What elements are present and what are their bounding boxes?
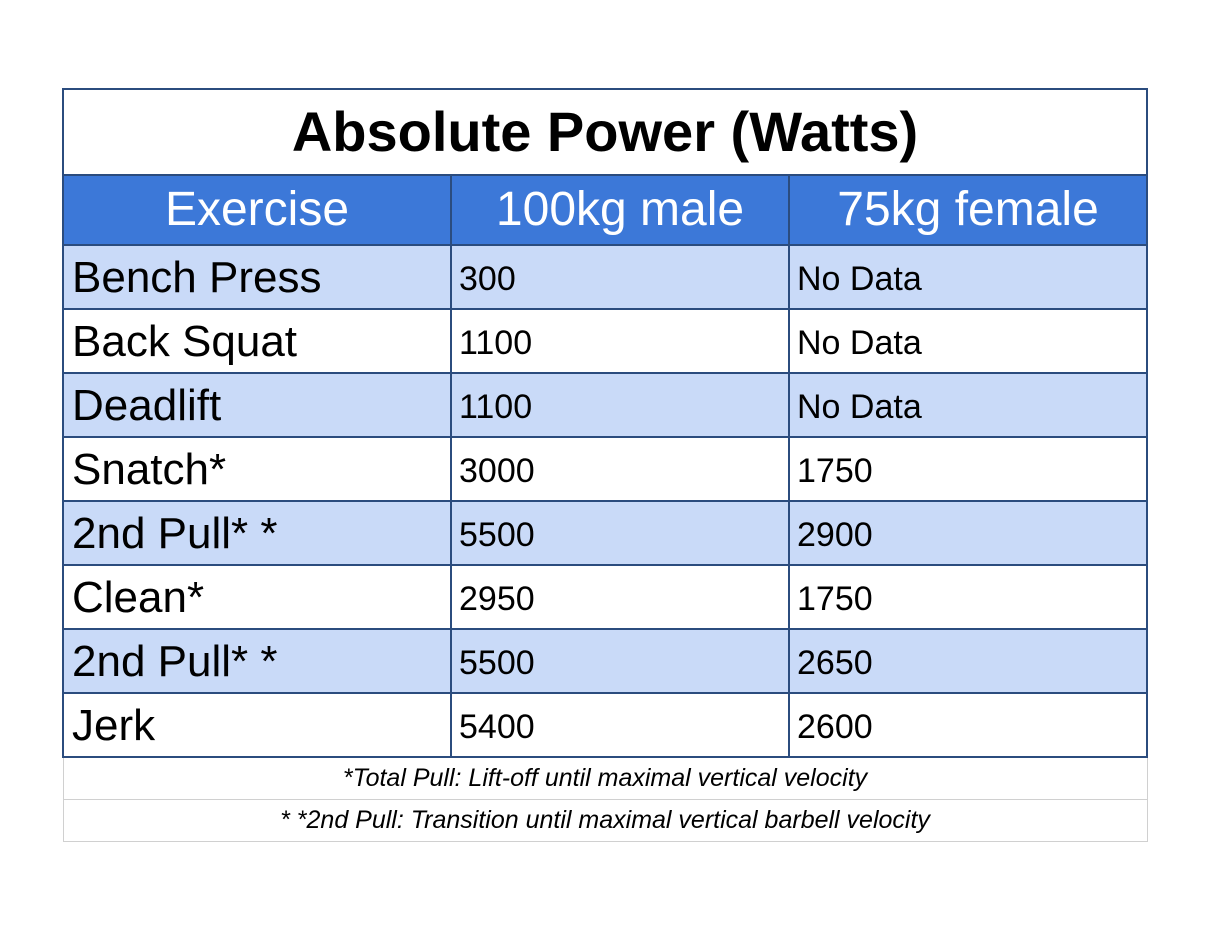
table-row: Snatch* 3000 1750 <box>62 436 1149 502</box>
table-row: 2nd Pull* * 5500 2650 <box>62 628 1149 694</box>
cell-exercise: Clean* <box>62 564 452 630</box>
header-row: Exercise 100kg male 75kg female <box>62 174 1149 246</box>
table-row: Jerk 5400 2600 <box>62 692 1149 758</box>
cell-female-75kg: 2650 <box>787 628 1149 694</box>
cell-female-75kg: 1750 <box>787 436 1149 502</box>
table-row: 2nd Pull* * 5500 2900 <box>62 500 1149 566</box>
cell-exercise: Jerk <box>62 692 452 758</box>
cell-female-75kg: 2900 <box>787 500 1149 566</box>
cell-male-100kg: 5500 <box>450 500 790 566</box>
cell-male-100kg: 5500 <box>450 628 790 694</box>
cell-female-75kg: 2600 <box>787 692 1149 758</box>
footnote-text: *Total Pull: Lift-off until maximal vert… <box>62 756 1148 800</box>
cell-exercise: 2nd Pull* * <box>62 628 452 694</box>
footnote-row: * *2nd Pull: Transition until maximal ve… <box>62 798 1148 842</box>
footnote-row: *Total Pull: Lift-off until maximal vert… <box>62 756 1148 800</box>
cell-female-75kg: No Data <box>787 244 1149 310</box>
table-row: Bench Press 300 No Data <box>62 244 1149 310</box>
cell-exercise: Back Squat <box>62 308 452 374</box>
cell-male-100kg: 3000 <box>450 436 790 502</box>
table-row: Back Squat 1100 No Data <box>62 308 1149 374</box>
cell-male-100kg: 300 <box>450 244 790 310</box>
cell-female-75kg: No Data <box>787 372 1149 438</box>
cell-exercise: 2nd Pull* * <box>62 500 452 566</box>
table-title: Absolute Power (Watts) <box>61 88 1149 175</box>
cell-exercise: Bench Press <box>62 244 452 310</box>
cell-male-100kg: 1100 <box>450 308 790 374</box>
cell-female-75kg: No Data <box>787 308 1149 374</box>
absolute-power-table: Absolute Power (Watts) Exercise 100kg ma… <box>61 88 1149 842</box>
cell-exercise: Snatch* <box>62 436 452 502</box>
title-row: Absolute Power (Watts) <box>61 88 1149 175</box>
column-header-male: 100kg male <box>450 174 790 246</box>
cell-male-100kg: 2950 <box>450 564 790 630</box>
column-header-exercise: Exercise <box>62 174 452 246</box>
power-table-container: Absolute Power (Watts) Exercise 100kg ma… <box>61 88 1149 842</box>
table-row: Clean* 2950 1750 <box>62 564 1149 630</box>
footnote-text: * *2nd Pull: Transition until maximal ve… <box>62 798 1148 842</box>
cell-exercise: Deadlift <box>62 372 452 438</box>
table-row: Deadlift 1100 No Data <box>62 372 1149 438</box>
cell-female-75kg: 1750 <box>787 564 1149 630</box>
cell-male-100kg: 5400 <box>450 692 790 758</box>
cell-male-100kg: 1100 <box>450 372 790 438</box>
column-header-female: 75kg female <box>787 174 1149 246</box>
